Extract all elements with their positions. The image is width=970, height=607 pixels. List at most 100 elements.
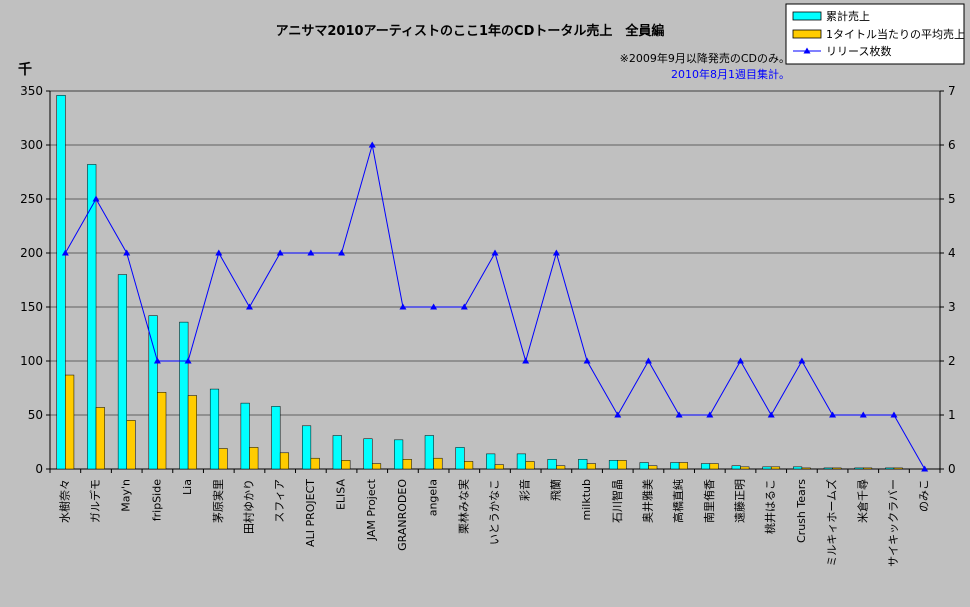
bar-average <box>740 466 750 470</box>
x-category-label: May'n <box>120 479 133 512</box>
x-category-label: 南里侑香 <box>703 479 716 523</box>
line-point-marker <box>522 357 530 364</box>
bar-total <box>394 439 404 470</box>
bar-average <box>648 465 658 470</box>
y2-tick-label: 1 <box>948 408 956 422</box>
x-category-label: ミルキィホームズ <box>825 479 839 567</box>
y-axis-unit-label: 千 <box>18 61 32 78</box>
bar-total <box>762 466 772 470</box>
y2-tick-label: 3 <box>948 300 956 314</box>
bar-total <box>639 462 649 470</box>
line-point-marker <box>614 411 622 418</box>
bar-total <box>179 321 189 470</box>
bar-average <box>801 467 811 470</box>
x-category-label: GRANRODEO <box>396 479 409 551</box>
bar-average <box>310 457 320 470</box>
x-category-label: 米倉千尋 <box>855 479 869 523</box>
bar-total <box>486 453 496 470</box>
x-category-label: スフィア <box>273 479 286 523</box>
x-category-label: 遠藤正明 <box>734 479 747 523</box>
line-point-marker <box>399 303 407 310</box>
bar-average <box>556 465 566 470</box>
x-category-label: サイキックラバー <box>887 479 900 567</box>
x-category-label: ガルデモ <box>88 479 102 523</box>
bar-total <box>854 467 864 470</box>
line-point-marker <box>552 249 560 256</box>
bar-average <box>402 459 412 470</box>
x-category-label: 石川智晶 <box>610 479 624 523</box>
y-tick-label: 250 <box>20 192 43 206</box>
bar-total <box>302 425 312 470</box>
y-tick-label: 50 <box>28 408 43 422</box>
x-category-label: Lia <box>181 479 194 495</box>
line-point-marker <box>644 357 652 364</box>
bar-total <box>363 438 373 470</box>
bar-total <box>271 406 281 470</box>
y-tick-label: 0 <box>35 462 43 476</box>
y-tick-label: 200 <box>20 246 43 260</box>
y-tick-label: 350 <box>20 84 43 98</box>
legend-label-releases: リリース枚数 <box>826 44 891 58</box>
y-tick-label: 150 <box>20 300 43 314</box>
bar-average <box>249 447 259 470</box>
x-category-label: angela <box>427 479 440 516</box>
x-category-label: 奥井雅美 <box>640 479 654 523</box>
legend-swatch-average <box>792 29 822 39</box>
bar-average <box>709 463 719 470</box>
line-point-marker <box>737 357 745 364</box>
bar-average <box>863 467 873 470</box>
x-category-label: いとうかなこ <box>488 479 501 545</box>
x-category-label: 水樹奈々 <box>57 479 71 523</box>
line-point-marker <box>430 303 438 310</box>
x-category-label: のみこ <box>918 479 931 512</box>
y-tick-label: 100 <box>20 354 43 368</box>
x-category-label: ALI PROJECT <box>304 479 317 547</box>
line-point-marker <box>123 249 131 256</box>
bar-average <box>525 461 535 470</box>
bar-average <box>893 467 903 470</box>
bar-average <box>157 392 167 470</box>
bar-total <box>87 164 97 470</box>
y-tick-label: 300 <box>20 138 43 152</box>
bar-average <box>464 461 474 470</box>
x-category-label: 高橋直純 <box>671 479 685 523</box>
line-point-marker <box>368 141 376 148</box>
bar-average <box>832 467 842 470</box>
bar-average <box>678 462 688 470</box>
chart-title: アニサマ2010アーティストのここ1年のCDトータル売上 全員編 <box>276 23 665 39</box>
bar-total <box>700 463 711 470</box>
chart-note-2: 2010年8月1週目集計。 <box>671 67 790 81</box>
line-point-marker <box>276 249 284 256</box>
legend-label-average: 1タイトル当たりの平均売上 <box>826 27 965 41</box>
line-point-marker <box>245 303 253 310</box>
x-category-label: ELISA <box>335 479 348 511</box>
chart-note-1: ※2009年9月以降発売のCDのみ。 <box>620 51 790 65</box>
x-category-label: 彩音 <box>518 479 532 501</box>
x-category-label: 桃井はるこ <box>763 479 777 534</box>
bar-total <box>516 453 526 470</box>
bar-total <box>117 274 127 470</box>
y2-tick-label: 0 <box>948 462 956 476</box>
bar-average <box>218 448 228 470</box>
line-point-marker <box>890 411 898 418</box>
plot-area <box>49 90 941 470</box>
bar-total <box>547 459 557 470</box>
bar-average <box>433 457 443 470</box>
line-point-marker <box>153 357 161 364</box>
bar-total <box>885 467 895 470</box>
bar-total <box>424 435 434 470</box>
y2-tick-label: 6 <box>948 138 956 152</box>
bar-total <box>455 447 465 470</box>
bar-total <box>731 465 741 470</box>
bar-average <box>65 374 75 470</box>
bar-average <box>586 463 596 470</box>
bar-total <box>209 388 220 470</box>
bar-total <box>608 460 619 470</box>
bar-average <box>770 466 781 470</box>
line-point-marker <box>829 411 837 418</box>
legend: 累計売上 1タイトル当たりの平均売上 リリース枚数 <box>785 3 965 65</box>
bar-average <box>187 395 197 470</box>
y2-tick-label: 7 <box>948 84 956 98</box>
line-point-marker <box>675 411 683 418</box>
